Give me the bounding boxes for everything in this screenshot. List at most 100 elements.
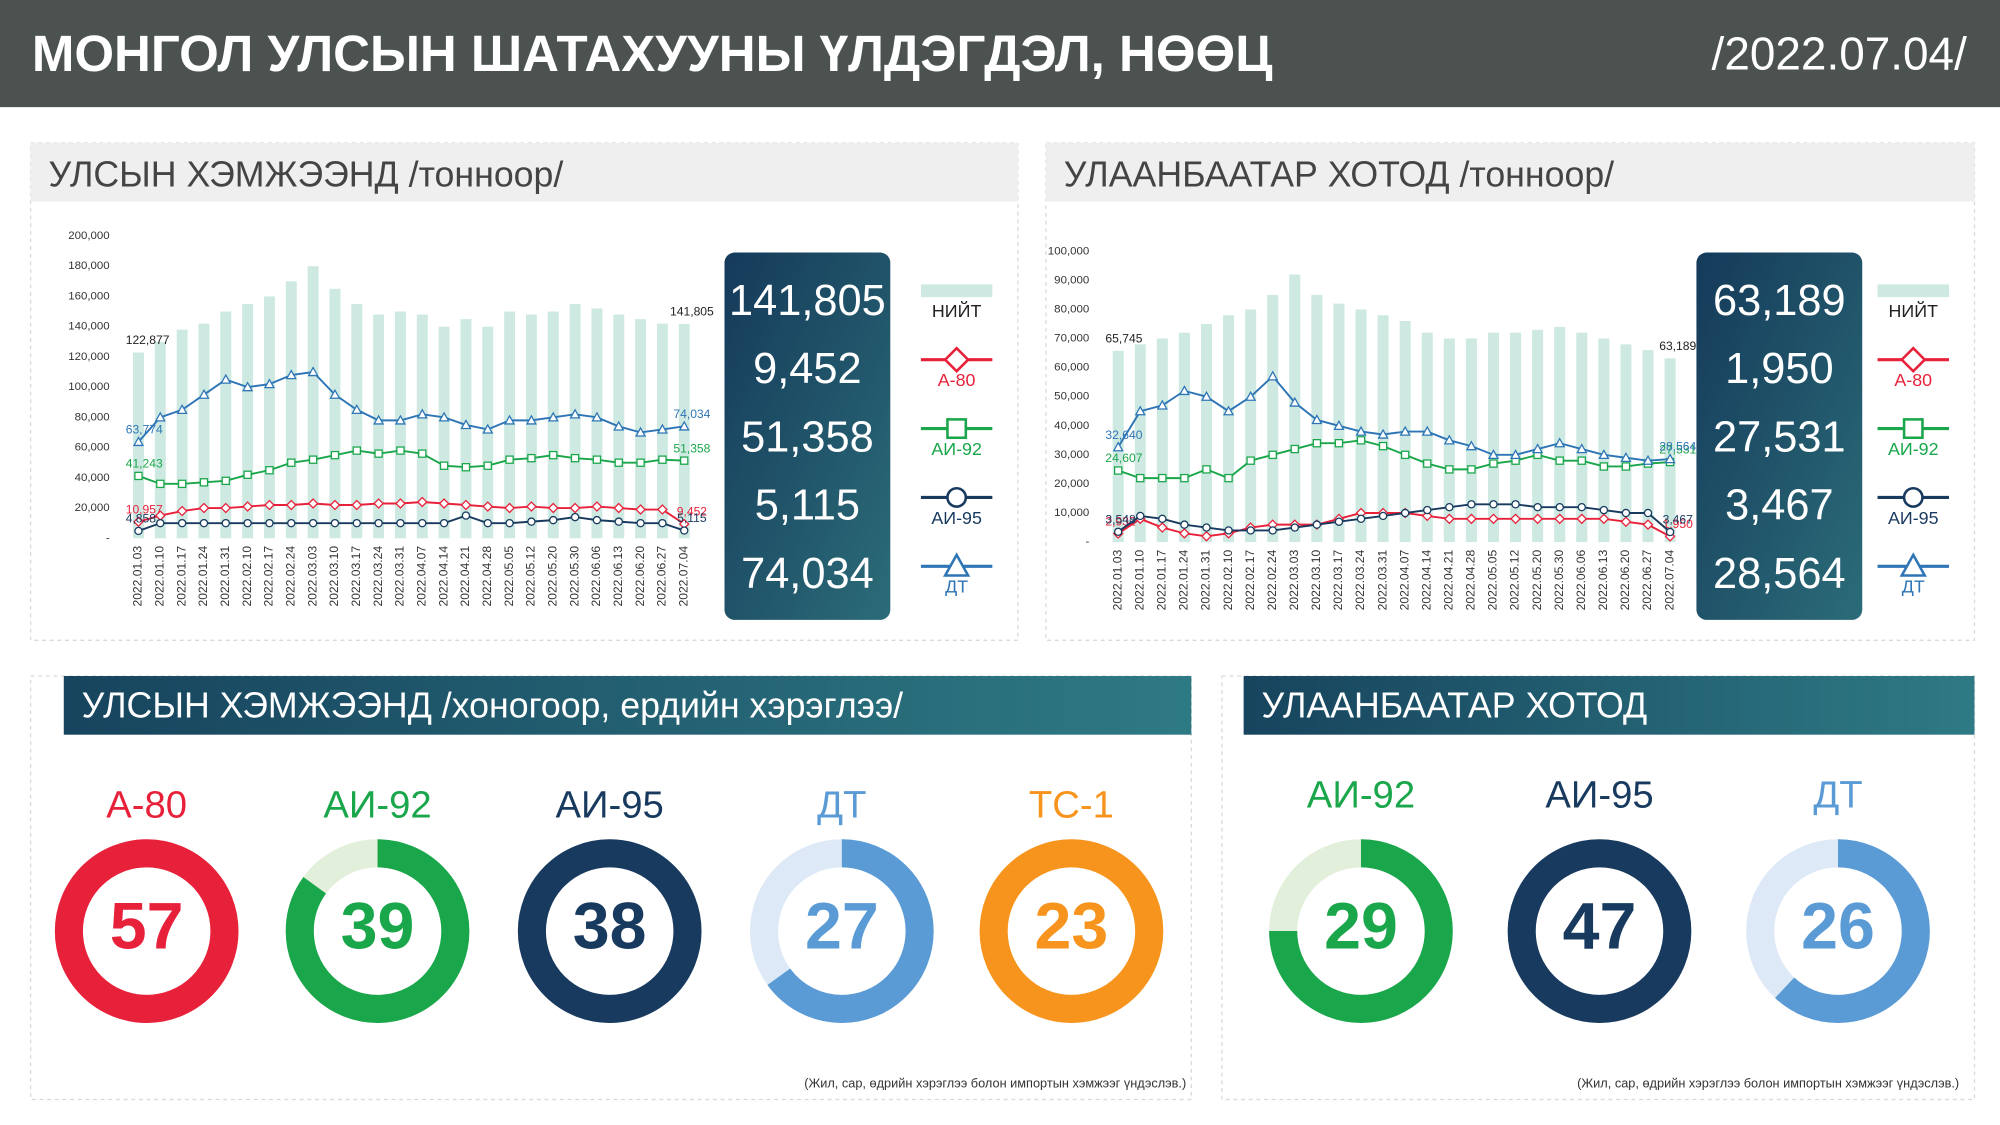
marker	[1554, 437, 1566, 448]
summary-panel	[1696, 252, 1863, 620]
marker	[635, 504, 646, 515]
marker	[549, 450, 558, 460]
marker	[156, 518, 165, 528]
marker	[592, 455, 602, 464]
marker	[308, 518, 318, 528]
y-tick-label: 100,000	[68, 381, 109, 393]
bar	[1289, 274, 1301, 543]
marker	[1599, 505, 1609, 515]
bar	[176, 329, 188, 539]
y-tick-label: 60,000	[75, 442, 110, 454]
marker	[1620, 516, 1632, 528]
bar	[1178, 332, 1190, 543]
x-tick-label: 2022.03.17	[349, 546, 363, 607]
marker	[220, 502, 232, 514]
x-tick-label: 2022.04.28	[480, 546, 494, 607]
x-tick-label: 2022.06.27	[1640, 549, 1654, 610]
marker	[1400, 450, 1410, 460]
donut-arc	[1269, 839, 1453, 1023]
donut-label: АИ-92	[1307, 773, 1415, 816]
x-tick-label: 2022.01.24	[1177, 549, 1191, 610]
bar	[591, 308, 603, 539]
donut-value: 39	[341, 890, 415, 964]
marker	[396, 518, 405, 528]
marker	[220, 373, 232, 384]
donut-arc	[285, 839, 470, 1023]
donut-value: 26	[1801, 890, 1875, 964]
x-tick-label: 2022.01.17	[1155, 549, 1169, 610]
marker	[394, 414, 406, 425]
marker	[482, 423, 494, 434]
bar	[373, 314, 385, 539]
donut-value: 23	[1035, 890, 1109, 964]
panel	[1221, 675, 1976, 1101]
x-tick-label: 2022.03.03	[1287, 549, 1301, 610]
marker	[461, 463, 471, 472]
bar	[1377, 315, 1389, 543]
marker	[1642, 454, 1654, 465]
marker	[439, 461, 449, 470]
donut-arc	[54, 839, 239, 1023]
marker	[1576, 513, 1588, 525]
marker	[1334, 517, 1344, 526]
value-label: 24,607	[1105, 451, 1142, 465]
y-tick-label: 60,000	[1054, 362, 1089, 374]
marker	[176, 404, 188, 414]
x-tick-label: 2022.02.10	[1221, 549, 1235, 610]
x-tick-label: 2022.05.12	[524, 546, 538, 607]
marker	[1643, 508, 1653, 518]
marker	[308, 455, 318, 464]
marker	[569, 502, 581, 514]
marker	[352, 518, 361, 528]
bar	[1465, 338, 1477, 543]
marker	[483, 461, 492, 470]
marker	[330, 450, 340, 460]
y-tick-label: 120,000	[68, 351, 109, 363]
marker	[461, 511, 471, 520]
legend-label: А-80	[1894, 370, 1932, 390]
bar	[1134, 344, 1146, 543]
marker	[1202, 465, 1211, 474]
x-tick-label: 2022.05.20	[1530, 549, 1544, 610]
summary-value: 1,950	[1725, 345, 1834, 393]
marker	[1664, 453, 1676, 464]
y-tick-label: 80,000	[75, 411, 110, 423]
bar	[285, 281, 297, 539]
bar	[220, 311, 232, 539]
x-tick-label: 2022.01.31	[1199, 549, 1213, 610]
x-tick-label: 2022.04.07	[414, 546, 428, 607]
bar	[154, 341, 166, 539]
marker	[1201, 530, 1212, 542]
marker	[177, 479, 187, 489]
marker	[1378, 511, 1388, 521]
y-tick-label: 40,000	[1054, 420, 1089, 432]
footnote: (Жил, сар, өдрийн хэрэглээ болон импорты…	[1577, 1076, 1959, 1091]
x-tick-label: 2022.05.20	[545, 546, 559, 607]
y-tick-label: -	[1085, 536, 1089, 548]
marker	[1599, 462, 1609, 471]
marker	[265, 518, 274, 528]
x-tick-label: 2022.06.06	[1574, 549, 1588, 610]
value-label: 3,548	[1105, 512, 1136, 526]
marker	[307, 366, 319, 377]
bar	[1487, 332, 1499, 543]
value-label: 9,452	[677, 505, 708, 519]
bar	[1200, 323, 1213, 543]
x-tick-label: 2022.06.13	[1596, 549, 1610, 610]
marker	[1113, 466, 1123, 475]
marker	[547, 411, 559, 422]
value-label: 28,564	[1659, 440, 1696, 454]
marker	[1555, 502, 1564, 512]
marker	[1533, 502, 1542, 512]
marker	[134, 526, 143, 536]
summary-value: 51,358	[741, 414, 874, 462]
value-label: 51,358	[673, 441, 710, 455]
marker	[1532, 443, 1544, 454]
page-title: МОНГОЛ УЛСЫН ШАТАХУУНЫ ҮЛДЭГДЭЛ, НӨӨЦ	[32, 25, 1273, 82]
marker	[460, 419, 472, 430]
marker	[680, 456, 689, 465]
x-tick-label: 2022.05.12	[1508, 549, 1522, 610]
marker	[1555, 456, 1564, 465]
